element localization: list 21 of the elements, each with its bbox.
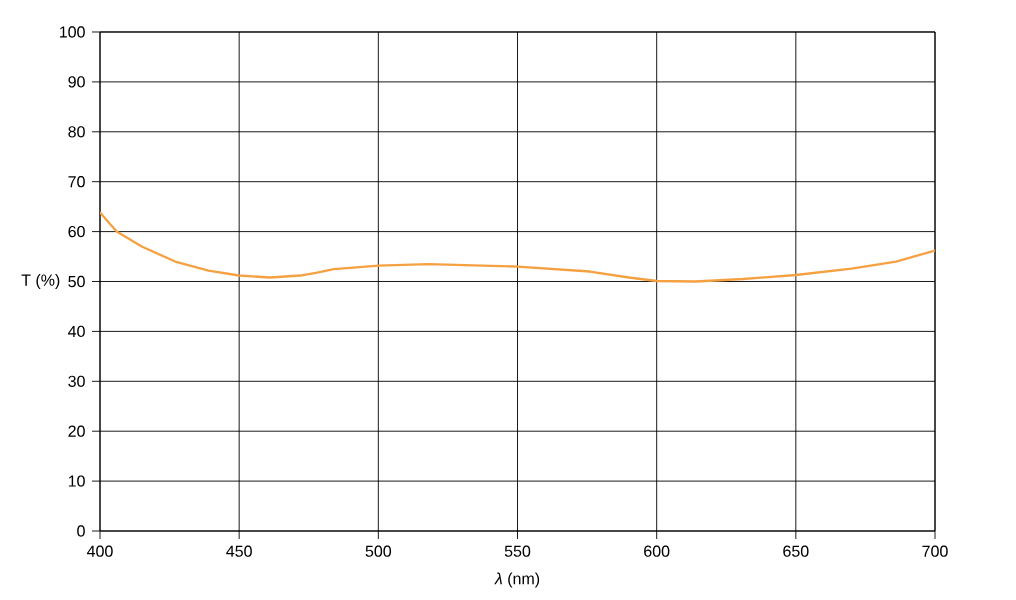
- y-tick-label: 40: [68, 325, 85, 338]
- y-tick-label: 100: [59, 26, 85, 38]
- y-tick-label: 20: [68, 425, 85, 437]
- y-tick-label: 50: [68, 275, 85, 288]
- y-tick-label: 90: [68, 76, 85, 88]
- x-tick-label: 600: [644, 545, 670, 557]
- x-tick-label: 550: [504, 545, 531, 557]
- y-axis-title: T (%): [21, 274, 60, 289]
- x-tick-label: 650: [783, 545, 809, 557]
- y-tick-label: 0: [77, 525, 85, 537]
- x-tick-label: 500: [365, 545, 392, 557]
- y-tick-label: 80: [68, 126, 85, 138]
- x-tick-label: 700: [922, 545, 948, 557]
- y-tick-label: 30: [68, 375, 85, 387]
- y-tick-label: 70: [68, 176, 85, 188]
- y-tick-label: 60: [68, 225, 85, 238]
- y-tick-label: 10: [68, 475, 85, 487]
- line-series: [100, 211, 936, 283]
- x-axis-title: λ (nm): [494, 572, 540, 588]
- x-tick-label: 450: [226, 545, 252, 557]
- x-tick-label: 400: [87, 545, 113, 557]
